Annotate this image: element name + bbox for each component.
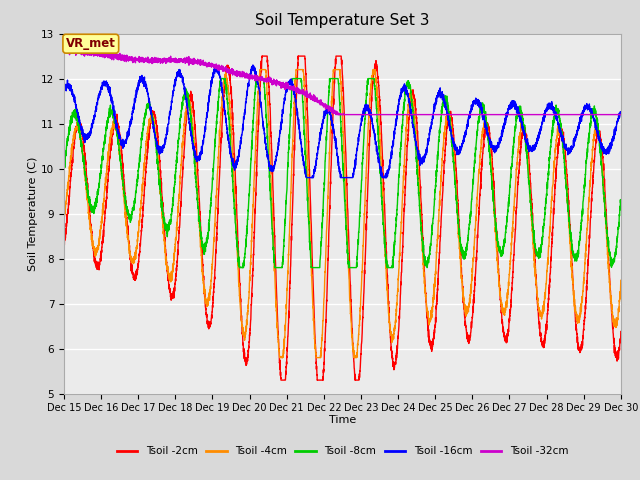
- Title: Soil Temperature Set 3: Soil Temperature Set 3: [255, 13, 429, 28]
- X-axis label: Time: Time: [329, 415, 356, 425]
- Legend: Tsoil -2cm, Tsoil -4cm, Tsoil -8cm, Tsoil -16cm, Tsoil -32cm: Tsoil -2cm, Tsoil -4cm, Tsoil -8cm, Tsoi…: [113, 442, 572, 460]
- Text: VR_met: VR_met: [66, 37, 116, 50]
- Y-axis label: Soil Temperature (C): Soil Temperature (C): [28, 156, 38, 271]
